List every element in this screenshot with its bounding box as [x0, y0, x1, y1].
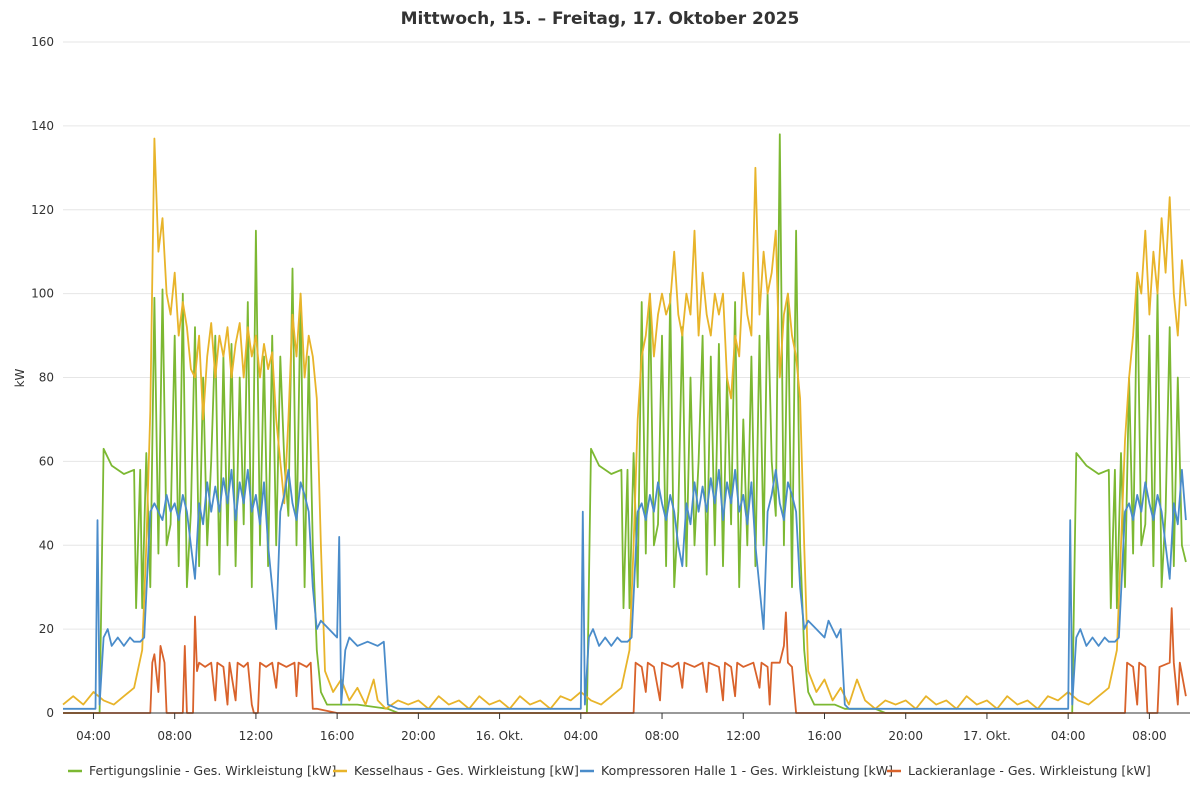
y-tick-label: 0: [46, 706, 54, 720]
x-axis-ticks: 04:00 08:00 12:00 16:00 20:00 16. Okt. 04:00 08…: [76, 713, 1167, 743]
y-tick-label: 40: [39, 538, 54, 552]
x-tick-label: 12:00: [239, 729, 274, 743]
series-line-3: [63, 468, 1187, 710]
x-tick-label: 20:00: [401, 729, 436, 743]
x-tick-label: 08:00: [645, 729, 680, 743]
series-line-4: [63, 607, 1187, 714]
x-tick-label: 08:00: [157, 729, 192, 743]
legend-label: Kesselhaus - Ges. Wirkleistung [kW]: [354, 763, 579, 778]
x-tick-label: 04:00: [564, 729, 599, 743]
chart-title: Mittwoch, 15. – Freitag, 17. Oktober 202…: [401, 9, 800, 29]
y-tick-label: 100: [31, 287, 54, 301]
x-tick-label: 17. Okt.: [963, 729, 1011, 743]
legend-label: Fertigungslinie - Ges. Wirkleistung [kW]: [89, 763, 336, 778]
legend-item[interactable]: Kesselhaus - Ges. Wirkleistung [kW]: [333, 763, 579, 778]
legend-item[interactable]: Lackieranlage - Ges. Wirkleistung [kW]: [887, 763, 1151, 778]
legend-label: Lackieranlage - Ges. Wirkleistung [kW]: [908, 763, 1151, 778]
legend-item[interactable]: Fertigungslinie - Ges. Wirkleistung [kW]: [68, 763, 336, 778]
x-tick-label: 20:00: [888, 729, 923, 743]
x-tick-label: 08:00: [1132, 729, 1167, 743]
series-line-1: [63, 133, 1187, 714]
x-tick-label: 16:00: [807, 729, 842, 743]
legend-item[interactable]: Kompressoren Halle 1 - Ges. Wirkleistung…: [580, 763, 893, 778]
y-axis-label: kW: [13, 368, 27, 387]
x-tick-label: 12:00: [726, 729, 761, 743]
x-tick-label: 16:00: [320, 729, 355, 743]
y-axis-ticks: 0 20 40 60 80 100 120 140 160: [31, 35, 54, 720]
legend: Fertigungslinie - Ges. Wirkleistung [kW]…: [68, 763, 1151, 778]
series-line-2: [62, 137, 1187, 710]
gridlines: [63, 41, 1190, 630]
y-tick-label: 60: [39, 454, 54, 468]
legend-label: Kompressoren Halle 1 - Ges. Wirkleistung…: [601, 763, 893, 778]
x-tick-label: 16. Okt.: [476, 729, 524, 743]
y-tick-label: 160: [31, 35, 54, 49]
y-tick-label: 80: [39, 371, 54, 385]
series-lines: [62, 133, 1187, 714]
x-tick-label: 04:00: [1051, 729, 1086, 743]
y-tick-label: 20: [39, 622, 54, 636]
y-tick-label: 140: [31, 119, 54, 133]
y-tick-label: 120: [31, 203, 54, 217]
x-tick-label: 04:00: [76, 729, 111, 743]
